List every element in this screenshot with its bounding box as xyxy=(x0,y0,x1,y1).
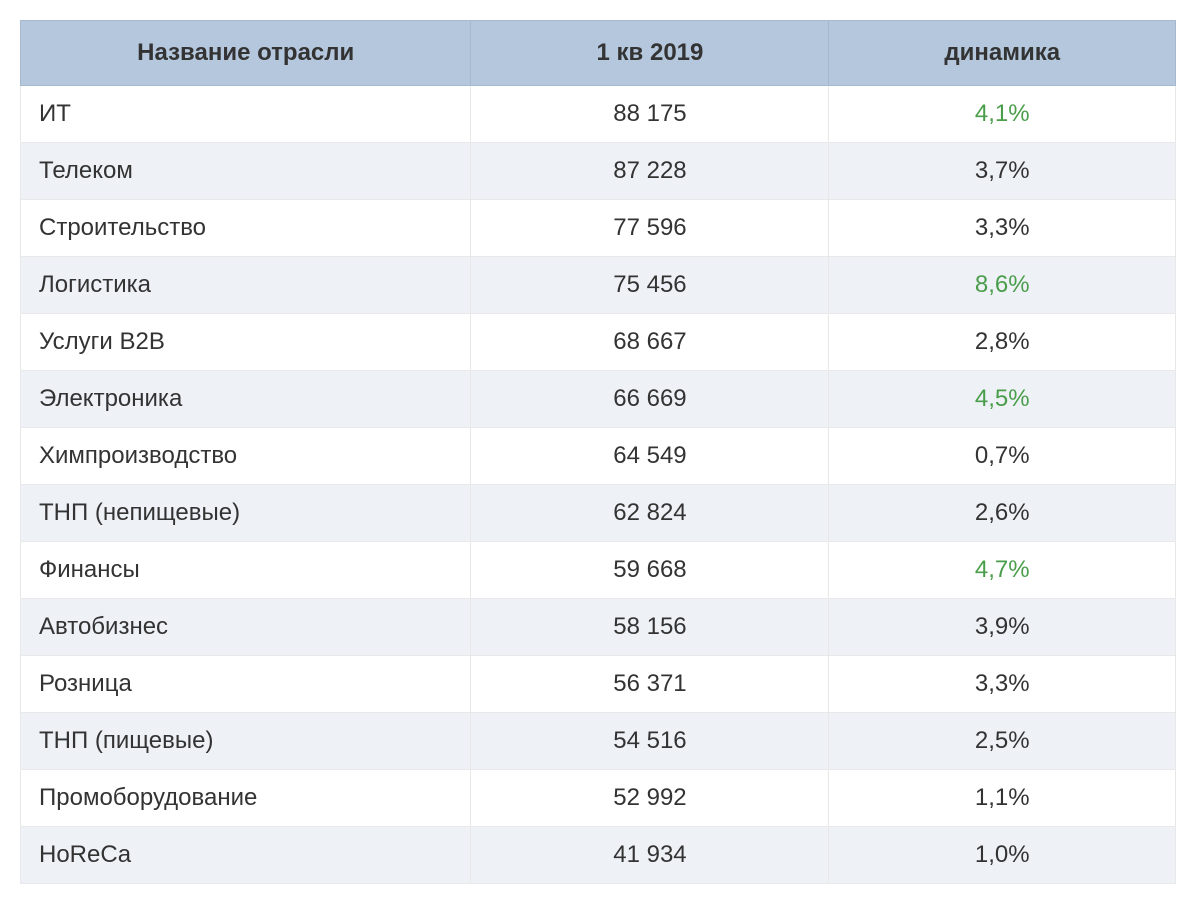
cell-value: 66 669 xyxy=(471,371,829,428)
table-row: ТНП (непищевые)62 8242,6% xyxy=(21,485,1176,542)
cell-value: 77 596 xyxy=(471,200,829,257)
cell-industry-name: Промоборудование xyxy=(21,770,471,827)
cell-dynamics: 3,7% xyxy=(829,143,1176,200)
table-row: Автобизнес58 1563,9% xyxy=(21,599,1176,656)
cell-dynamics: 4,1% xyxy=(829,86,1176,143)
industry-table-container: Название отрасли 1 кв 2019 динамика ИТ88… xyxy=(20,20,1176,884)
cell-dynamics: 1,0% xyxy=(829,827,1176,884)
table-row: Логистика75 4568,6% xyxy=(21,257,1176,314)
cell-value: 87 228 xyxy=(471,143,829,200)
cell-value: 54 516 xyxy=(471,713,829,770)
cell-industry-name: Телеком xyxy=(21,143,471,200)
cell-industry-name: ТНП (непищевые) xyxy=(21,485,471,542)
table-row: Услуги B2B68 6672,8% xyxy=(21,314,1176,371)
cell-value: 56 371 xyxy=(471,656,829,713)
table-row: Электроника66 6694,5% xyxy=(21,371,1176,428)
cell-value: 62 824 xyxy=(471,485,829,542)
cell-dynamics: 0,7% xyxy=(829,428,1176,485)
cell-value: 64 549 xyxy=(471,428,829,485)
cell-dynamics: 1,1% xyxy=(829,770,1176,827)
cell-value: 41 934 xyxy=(471,827,829,884)
table-row: HoReCa41 9341,0% xyxy=(21,827,1176,884)
cell-industry-name: Химпроизводство xyxy=(21,428,471,485)
cell-dynamics: 2,5% xyxy=(829,713,1176,770)
cell-industry-name: ТНП (пищевые) xyxy=(21,713,471,770)
cell-industry-name: Электроника xyxy=(21,371,471,428)
industry-table: Название отрасли 1 кв 2019 динамика ИТ88… xyxy=(20,20,1176,884)
cell-value: 58 156 xyxy=(471,599,829,656)
cell-industry-name: Услуги B2B xyxy=(21,314,471,371)
cell-dynamics: 4,5% xyxy=(829,371,1176,428)
cell-industry-name: ИТ xyxy=(21,86,471,143)
table-row: ТНП (пищевые)54 5162,5% xyxy=(21,713,1176,770)
cell-industry-name: Логистика xyxy=(21,257,471,314)
cell-value: 52 992 xyxy=(471,770,829,827)
table-row: Строительство77 5963,3% xyxy=(21,200,1176,257)
table-row: Финансы59 6684,7% xyxy=(21,542,1176,599)
cell-value: 59 668 xyxy=(471,542,829,599)
cell-value: 75 456 xyxy=(471,257,829,314)
header-q1-2019: 1 кв 2019 xyxy=(471,21,829,86)
cell-dynamics: 3,3% xyxy=(829,200,1176,257)
cell-industry-name: Автобизнес xyxy=(21,599,471,656)
cell-dynamics: 8,6% xyxy=(829,257,1176,314)
cell-industry-name: Строительство xyxy=(21,200,471,257)
table-body: ИТ88 1754,1%Телеком87 2283,7%Строительст… xyxy=(21,86,1176,884)
table-row: Химпроизводство64 5490,7% xyxy=(21,428,1176,485)
header-industry-name: Название отрасли xyxy=(21,21,471,86)
table-header: Название отрасли 1 кв 2019 динамика xyxy=(21,21,1176,86)
table-row: Розница56 3713,3% xyxy=(21,656,1176,713)
cell-dynamics: 4,7% xyxy=(829,542,1176,599)
cell-industry-name: Финансы xyxy=(21,542,471,599)
table-row: Промоборудование52 9921,1% xyxy=(21,770,1176,827)
cell-industry-name: Розница xyxy=(21,656,471,713)
cell-dynamics: 2,6% xyxy=(829,485,1176,542)
cell-dynamics: 3,3% xyxy=(829,656,1176,713)
table-row: ИТ88 1754,1% xyxy=(21,86,1176,143)
header-dynamics: динамика xyxy=(829,21,1176,86)
cell-dynamics: 3,9% xyxy=(829,599,1176,656)
header-row: Название отрасли 1 кв 2019 динамика xyxy=(21,21,1176,86)
table-row: Телеком87 2283,7% xyxy=(21,143,1176,200)
cell-value: 88 175 xyxy=(471,86,829,143)
cell-dynamics: 2,8% xyxy=(829,314,1176,371)
cell-value: 68 667 xyxy=(471,314,829,371)
cell-industry-name: HoReCa xyxy=(21,827,471,884)
